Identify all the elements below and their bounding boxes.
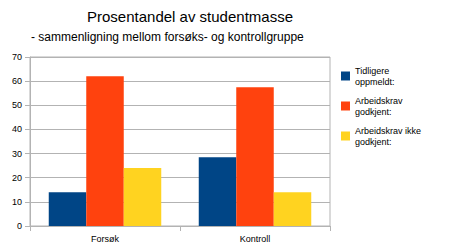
svg-text:Tidligere: Tidligere — [355, 66, 392, 76]
svg-text:Kontroll: Kontroll — [240, 234, 271, 244]
svg-text:godkjent:: godkjent: — [355, 137, 392, 147]
svg-text:40: 40 — [12, 124, 22, 134]
svg-text:Prosentandel av studentmasse: Prosentandel av studentmasse — [87, 8, 293, 25]
svg-text:0: 0 — [17, 221, 22, 231]
svg-text:70: 70 — [12, 52, 22, 62]
svg-text:Arbeidskrav ikke: Arbeidskrav ikke — [355, 126, 424, 136]
svg-text:10: 10 — [12, 197, 22, 207]
svg-text:30: 30 — [12, 149, 22, 159]
svg-text:50: 50 — [12, 100, 22, 110]
svg-text:20: 20 — [12, 173, 22, 183]
svg-text:godkjent:: godkjent: — [355, 107, 392, 117]
svg-text:Arbeidskrav: Arbeidskrav — [355, 96, 405, 106]
svg-text:Forsøk: Forsøk — [91, 234, 119, 244]
svg-text:oppmeldt:: oppmeldt: — [355, 77, 395, 87]
svg-text:- sammenligning mellom forsøks: - sammenligning mellom forsøks- og kontr… — [31, 30, 304, 44]
svg-text:60: 60 — [12, 76, 22, 86]
